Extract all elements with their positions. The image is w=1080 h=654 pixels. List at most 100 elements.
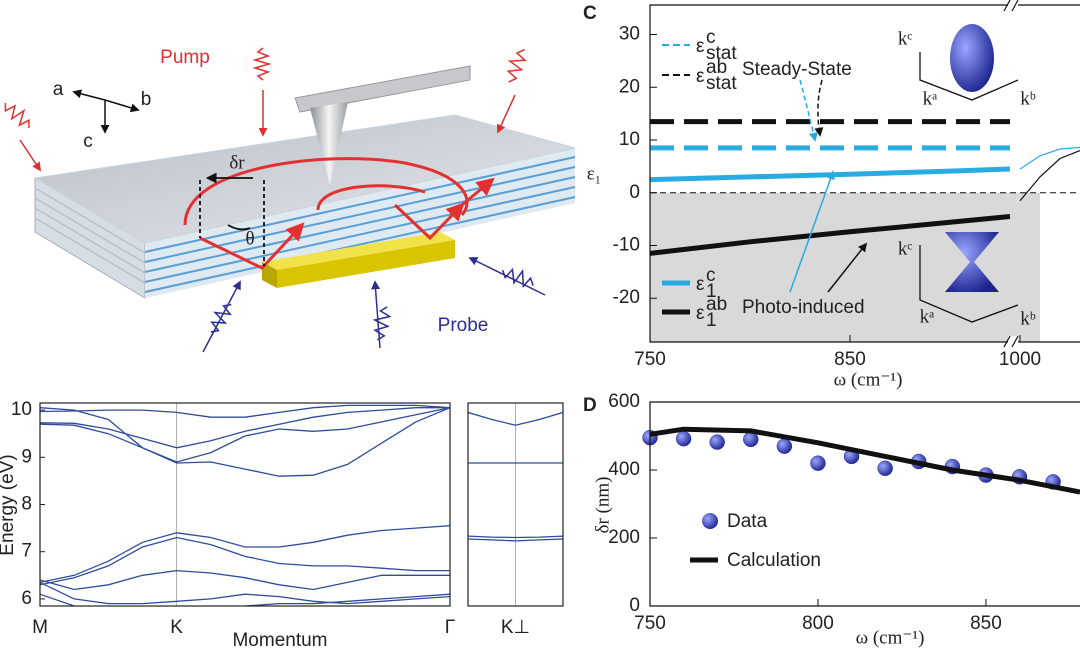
y-axis-label: ε₁ — [587, 163, 602, 184]
legend-label-sub: stat — [706, 73, 737, 94]
x-tick-label: 750 — [634, 349, 666, 370]
y-tick-label: 30 — [619, 24, 640, 45]
annotation-arrow — [827, 242, 868, 293]
data-point — [810, 455, 826, 471]
pump-pulses — [4, 47, 527, 172]
legend-label-sup: ab — [706, 57, 727, 78]
y-tick-label: 600 — [608, 391, 640, 412]
legend-label-sup: ab — [706, 294, 727, 315]
y-tick-label: 10 — [619, 129, 640, 150]
panel-label: C — [583, 3, 597, 24]
inset-label: kᵃ — [920, 306, 935, 327]
slab-side-layers — [34, 187, 146, 284]
x-axis-label: Momentum — [232, 630, 327, 651]
series-line — [40, 407, 450, 463]
legend-label: ε — [696, 36, 705, 57]
annotation: Photo-induced — [742, 297, 865, 318]
series-line — [40, 593, 450, 606]
series-line — [40, 407, 450, 477]
series-line — [40, 581, 450, 605]
probe-label: Probe — [438, 315, 489, 336]
x-tick-label: K⊥ — [501, 617, 530, 638]
legend-label: Calculation — [727, 550, 821, 571]
annotation-arrow — [799, 79, 818, 142]
x-tick-label: 800 — [802, 613, 834, 634]
polariton-waves — [183, 157, 495, 270]
y-tick-label: 9 — [21, 446, 32, 467]
theta-label: θ — [245, 228, 254, 249]
legend-label-sub: 1 — [706, 310, 717, 331]
x-tick-label: 850 — [834, 349, 866, 370]
inset-axes — [919, 52, 1019, 323]
x-tick-label: M — [32, 617, 48, 638]
series-line — [1019, 146, 1080, 170]
y-tick-label: 8 — [21, 494, 32, 515]
y-tick-label: 200 — [608, 527, 640, 548]
data-point — [776, 438, 793, 454]
inset-hyperboloid — [945, 232, 999, 292]
y-tick-label: 20 — [619, 76, 640, 97]
geometry-lines — [199, 172, 265, 266]
data-point — [675, 430, 692, 447]
x-tick-label: Γ — [445, 617, 455, 638]
delta-r-label: δr — [229, 152, 245, 173]
legend-label-sub: 1 — [706, 281, 717, 302]
y-axis-label: Energy (eV) — [0, 454, 18, 555]
axis-break — [1008, 336, 1018, 348]
inset-label: kᵇ — [1020, 308, 1036, 329]
pump-label: Pump — [160, 47, 210, 68]
legend-swatch — [702, 513, 718, 529]
panel-c-decor — [789, 0, 1019, 348]
axis-break — [1008, 0, 1018, 12]
crystal-axes — [72, 89, 140, 134]
probe-pulses — [202, 257, 546, 353]
data-point — [877, 460, 893, 477]
x-tick-label: K — [170, 617, 183, 638]
legend-label-sup: c — [706, 265, 716, 286]
annotation-arrow — [814, 79, 824, 137]
x-tick-label: 850 — [970, 613, 1002, 634]
data-point — [709, 434, 725, 450]
gold-bar-front — [277, 240, 455, 288]
y-tick-label: 10 — [11, 399, 32, 420]
axis-c-label: c — [83, 131, 93, 152]
panel-a: Pump Probe a b c δr θ — [4, 47, 576, 353]
axis-break-marks — [1003, 0, 1019, 348]
gold-bar-top — [262, 232, 455, 270]
plot-frame — [649, 401, 1080, 607]
x-tick-label: 750 — [634, 613, 666, 634]
legend-label: Data — [727, 511, 768, 532]
tip — [310, 102, 348, 185]
panel-label: D — [583, 395, 597, 416]
axis-b-label: b — [141, 89, 152, 110]
plot-frame — [467, 402, 564, 607]
annotation: Steady-State — [742, 59, 852, 80]
y-tick-label: -10 — [613, 235, 640, 256]
legend-label: ε — [696, 274, 705, 295]
legend-label: ε — [696, 303, 705, 324]
y-tick-label: 7 — [21, 541, 32, 562]
series-line — [649, 426, 1080, 495]
inset-label: kᵇ — [1020, 88, 1036, 109]
series-line — [468, 411, 563, 426]
y-tick-label: -20 — [613, 287, 640, 308]
y-tick-label: 400 — [608, 459, 640, 480]
series-line — [649, 214, 1011, 256]
cantilever — [294, 65, 471, 113]
y-axis-label: δr (nm) — [592, 477, 613, 534]
series-line — [40, 525, 450, 584]
axis-a-label: a — [53, 79, 64, 100]
series-line — [468, 535, 563, 539]
inset-label: kᶜ — [898, 28, 913, 49]
series-line — [40, 407, 450, 449]
series-line — [649, 166, 1011, 183]
plot-frame — [39, 402, 451, 607]
slab-front — [145, 148, 575, 298]
y-tick-label: 0 — [629, 182, 640, 203]
bands — [468, 411, 563, 542]
series-line — [40, 404, 450, 418]
series-line — [40, 536, 450, 586]
x-axis-label: ω (cm⁻¹) — [856, 627, 925, 648]
inset-label: kᵃ — [923, 88, 938, 109]
